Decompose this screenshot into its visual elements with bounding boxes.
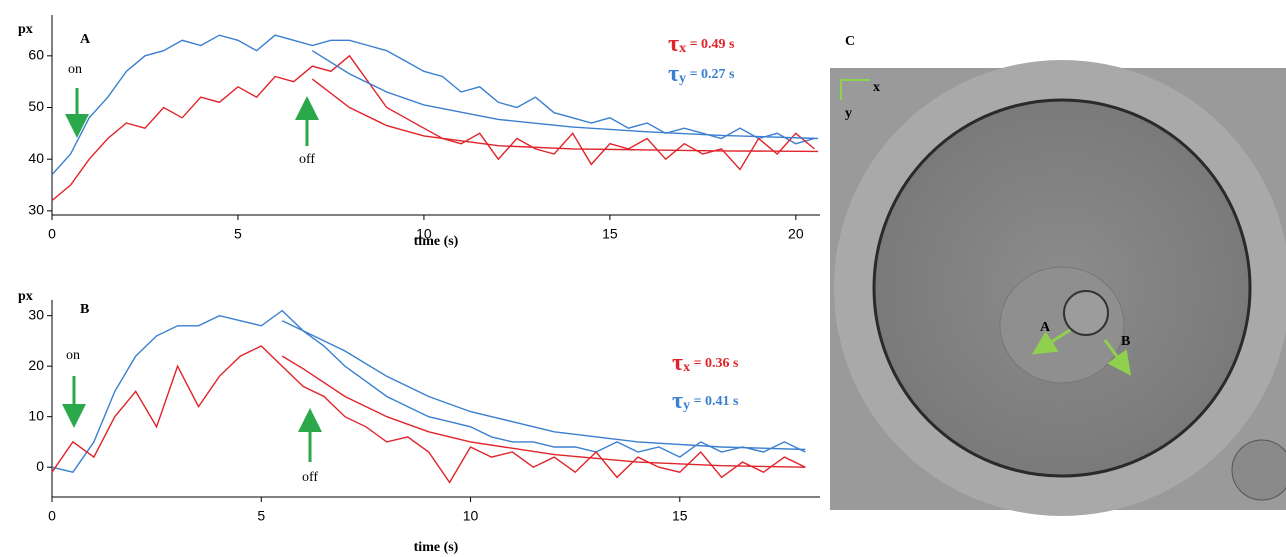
tau-subscript: y [679, 71, 686, 86]
on-label: on [68, 62, 82, 77]
data-line [51, 345, 806, 484]
y-tick-label: 30 [28, 202, 44, 218]
axis-x-label: x [873, 80, 880, 95]
tau-label: τy = 0.41 s [672, 388, 739, 414]
data-line [281, 320, 806, 451]
y-axis-label: px [18, 289, 33, 304]
x-tick-label: 0 [48, 226, 56, 242]
y-tick-label: 20 [28, 357, 44, 373]
tau-symbol: τ [668, 61, 679, 87]
off-label: off [302, 470, 318, 485]
tau-symbol: τ [672, 350, 683, 376]
off-label: off [299, 152, 315, 167]
data-line [281, 355, 806, 468]
tau-label: τy = 0.27 s [668, 61, 735, 87]
arrow-b-label: B [1121, 334, 1130, 349]
data-line [51, 54, 815, 202]
data-line [311, 50, 819, 140]
x-axis-label: time (s) [414, 540, 459, 555]
x-tick-label: 20 [788, 226, 804, 242]
data-line [51, 309, 806, 473]
tau-value: = 0.36 s [690, 356, 739, 371]
nucleolus [1063, 290, 1109, 336]
x-tick-label: 15 [672, 508, 688, 524]
tau-symbol: τ [672, 388, 683, 414]
y-tick-label: 50 [28, 98, 44, 114]
axis-y-label: y [845, 106, 852, 121]
axes-icon [840, 79, 870, 100]
tau-symbol: τ [668, 31, 679, 57]
arrow-b [1103, 339, 1132, 376]
y-tick-label: 0 [36, 458, 44, 474]
x-tick-label: 10 [463, 508, 479, 524]
tau-label: τx = 0.36 s [672, 350, 739, 376]
x-tick-label: 5 [257, 508, 265, 524]
y-tick-label: 40 [28, 150, 44, 166]
panel-label: A [80, 32, 91, 47]
x-tick-label: 0 [48, 508, 56, 524]
panel-label: B [80, 302, 89, 317]
y-tick-label: 30 [28, 306, 44, 322]
panel-c: C x y A B [830, 34, 1286, 516]
tau-label: τx = 0.49 s [668, 31, 735, 57]
x-tick-label: 5 [234, 226, 242, 242]
tau-subscript: x [679, 41, 686, 56]
tau-value: = 0.41 s [690, 394, 739, 409]
x-tick-label: 15 [602, 226, 618, 242]
y-axis-label: px [18, 22, 33, 37]
arrow-a-label: A [1040, 320, 1051, 335]
y-tick-label: 10 [28, 407, 44, 423]
arrow-a [1031, 328, 1071, 355]
tau-value: = 0.49 s [686, 37, 735, 52]
x-axis-label: time (s) [414, 234, 459, 249]
panel-label: C [845, 34, 855, 49]
tau-subscript: x [683, 360, 690, 375]
tau-subscript: y [683, 398, 690, 413]
adjacent-cell [1231, 439, 1286, 501]
data-line [51, 34, 815, 176]
data-line [311, 78, 819, 153]
tau-value: = 0.27 s [686, 67, 735, 82]
x-tick-label: 10 [416, 226, 432, 242]
y-tick-label: 60 [28, 47, 44, 63]
on-label: on [66, 348, 80, 363]
